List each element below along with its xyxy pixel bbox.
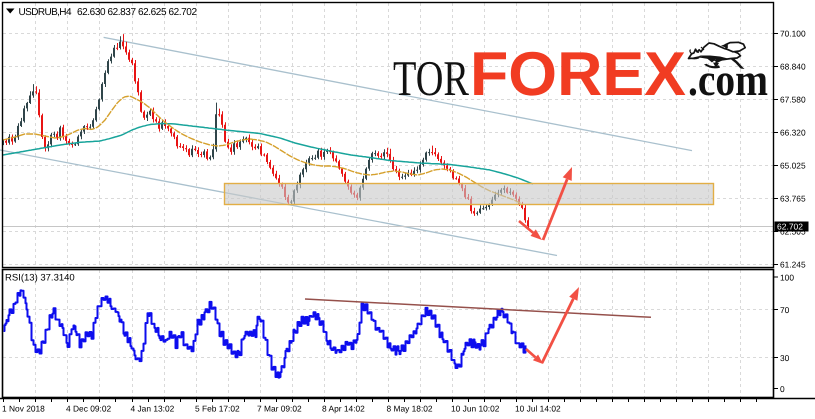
- svg-text:10 Jun 10:02: 10 Jun 10:02: [451, 404, 500, 414]
- svg-text:61.245: 61.245: [780, 260, 806, 270]
- svg-text:8 May 18:02: 8 May 18:02: [387, 404, 433, 414]
- svg-text:65.025: 65.025: [780, 161, 806, 171]
- svg-text:68.840: 68.840: [780, 62, 806, 72]
- svg-text:63.765: 63.765: [780, 194, 806, 204]
- svg-text:66.320: 66.320: [780, 128, 806, 138]
- svg-text:10 Jul 14:02: 10 Jul 14:02: [515, 404, 561, 414]
- svg-text:.com: .com: [688, 54, 768, 105]
- svg-text:0: 0: [780, 384, 785, 394]
- svg-text:4 Jan 13:02: 4 Jan 13:02: [131, 404, 175, 414]
- svg-text:30: 30: [780, 353, 790, 363]
- svg-text:4 Dec 09:02: 4 Dec 09:02: [66, 404, 112, 414]
- svg-text:FOREX: FOREX: [470, 40, 686, 109]
- svg-text:1 Nov 2018: 1 Nov 2018: [2, 404, 45, 414]
- svg-text:70.100: 70.100: [780, 29, 806, 39]
- svg-text:7 Mar 09:02: 7 Mar 09:02: [257, 404, 302, 414]
- svg-text:5 Feb 17:02: 5 Feb 17:02: [195, 404, 240, 414]
- svg-text:100: 100: [780, 273, 794, 283]
- svg-text:RSI(13) 37.3140: RSI(13) 37.3140: [5, 273, 75, 284]
- svg-text:67.580: 67.580: [780, 95, 806, 105]
- svg-text:62.630 62.837 62.625 62.702: 62.630 62.837 62.625 62.702: [77, 7, 197, 18]
- svg-text:70: 70: [780, 305, 790, 315]
- svg-text:8 Apr 14:02: 8 Apr 14:02: [322, 404, 365, 414]
- svg-text:62.702: 62.702: [777, 222, 803, 232]
- svg-text:USDRUB,H4: USDRUB,H4: [19, 7, 72, 18]
- svg-text:TOR: TOR: [393, 50, 469, 106]
